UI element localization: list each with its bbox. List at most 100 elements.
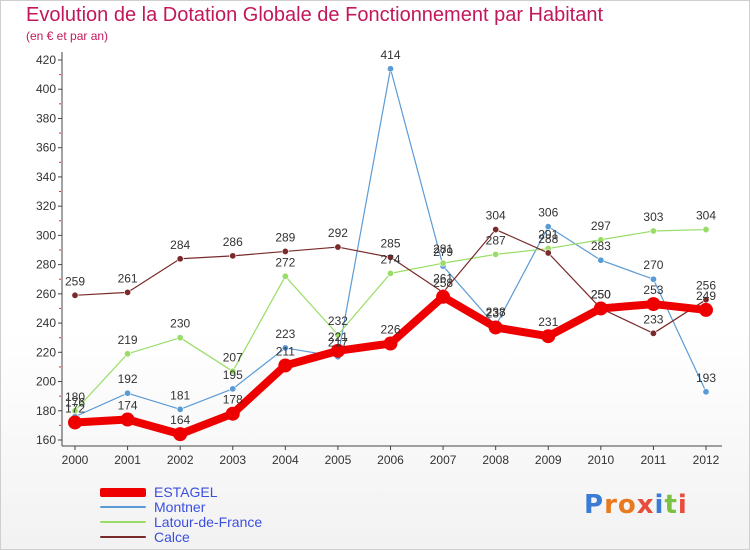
x-tick-label: 2008 (482, 453, 509, 467)
data-label: 288 (538, 232, 558, 246)
data-label: 164 (170, 413, 190, 427)
data-label: 287 (486, 233, 506, 247)
data-label: 270 (643, 258, 663, 272)
legend-item: ESTAGEL (100, 484, 262, 499)
data-point (229, 385, 237, 393)
legend-label: Montner (154, 498, 206, 515)
data-label: 283 (591, 239, 611, 253)
data-label: 304 (696, 209, 716, 223)
data-point (176, 334, 184, 342)
chart-subtitle: (en € et par an) (26, 29, 109, 43)
data-point (383, 336, 398, 351)
y-tick-label: 280 (36, 258, 56, 272)
data-point (699, 302, 713, 317)
data-label: 174 (118, 399, 138, 413)
data-point (281, 344, 289, 352)
data-point (436, 289, 451, 304)
y-tick-label: 380 (36, 111, 56, 125)
data-point (702, 388, 710, 396)
y-tick-label: 240 (36, 316, 56, 330)
data-label: 207 (223, 350, 243, 364)
x-tick-label: 2012 (693, 453, 720, 467)
data-point (124, 350, 132, 358)
data-label: 192 (118, 372, 138, 386)
data-point (488, 320, 503, 335)
data-point (649, 227, 657, 235)
data-point (176, 405, 184, 413)
axes: 160 180 200 220 240 260 280 300 320 340 360 380 400 4… (36, 52, 722, 467)
data-label: 292 (328, 226, 348, 240)
series-layer (68, 65, 713, 442)
y-tick-label: 360 (36, 141, 56, 155)
legend-item: Latour-de-France (100, 514, 262, 529)
data-point (386, 65, 394, 73)
data-label: 237 (486, 306, 506, 320)
data-point (229, 367, 237, 375)
data-label: 303 (643, 210, 663, 224)
y-tick-label: 260 (36, 287, 56, 301)
data-label: 193 (696, 371, 716, 385)
data-label: 180 (65, 390, 85, 404)
data-point (229, 252, 237, 260)
data-label: 176 (65, 396, 85, 410)
data-point (71, 291, 79, 299)
y-tick-label: 180 (36, 404, 56, 418)
data-point (646, 297, 661, 312)
data-label: 256 (696, 279, 716, 293)
data-point (176, 255, 184, 263)
data-point (702, 296, 710, 304)
data-point (334, 331, 342, 339)
data-point (173, 427, 188, 442)
data-label: 281 (433, 242, 453, 256)
data-label: 261 (433, 271, 453, 285)
data-point (225, 406, 240, 421)
data-label: 304 (486, 209, 506, 223)
logo-letter: i (677, 490, 688, 520)
x-tick-label: 2005 (325, 453, 352, 467)
data-label: 291 (538, 228, 558, 242)
data-point (386, 269, 394, 277)
logo-letter: x (636, 490, 655, 520)
data-label: 233 (643, 312, 663, 326)
data-label: 238 (486, 305, 506, 319)
x-tick-label: 2010 (587, 453, 614, 467)
data-label: 258 (433, 276, 453, 290)
data-point (649, 275, 657, 283)
logo-letter: r (604, 490, 618, 520)
data-label: 272 (275, 255, 295, 269)
x-tick-label: 2011 (641, 453, 667, 467)
data-label: 231 (538, 315, 558, 329)
data-label: 181 (170, 388, 190, 402)
legend-swatch (100, 506, 146, 509)
y-tick-label: 340 (36, 170, 56, 184)
data-point (702, 226, 710, 234)
data-label: 286 (223, 235, 243, 249)
data-point (544, 249, 552, 257)
y-tick-label: 420 (36, 53, 56, 67)
y-tick-label: 400 (36, 82, 56, 96)
data-label: 261 (118, 271, 138, 285)
data-label: 297 (591, 219, 611, 233)
data-point (492, 226, 500, 234)
data-label: 223 (275, 327, 295, 341)
legend-swatch (100, 487, 146, 497)
legend: ESTAGEL Montner Latour-de-France Calce (100, 484, 262, 544)
data-label: 289 (275, 230, 295, 244)
data-point (281, 247, 289, 255)
data-point (124, 288, 132, 296)
data-label: 284 (170, 238, 190, 252)
logo-letter: o (617, 490, 637, 520)
legend-swatch (100, 521, 146, 524)
x-tick-label: 2004 (272, 453, 299, 467)
legend-label: ESTAGEL (154, 483, 218, 500)
data-label: 221 (328, 330, 348, 344)
data-label: 178 (223, 393, 243, 407)
data-point (597, 236, 605, 244)
y-tick-label: 320 (36, 199, 56, 213)
y-tick-label: 200 (36, 375, 56, 389)
data-point (649, 329, 657, 337)
x-tick-label: 2003 (219, 453, 246, 467)
data-point (597, 256, 605, 264)
data-label: 250 (591, 287, 611, 301)
